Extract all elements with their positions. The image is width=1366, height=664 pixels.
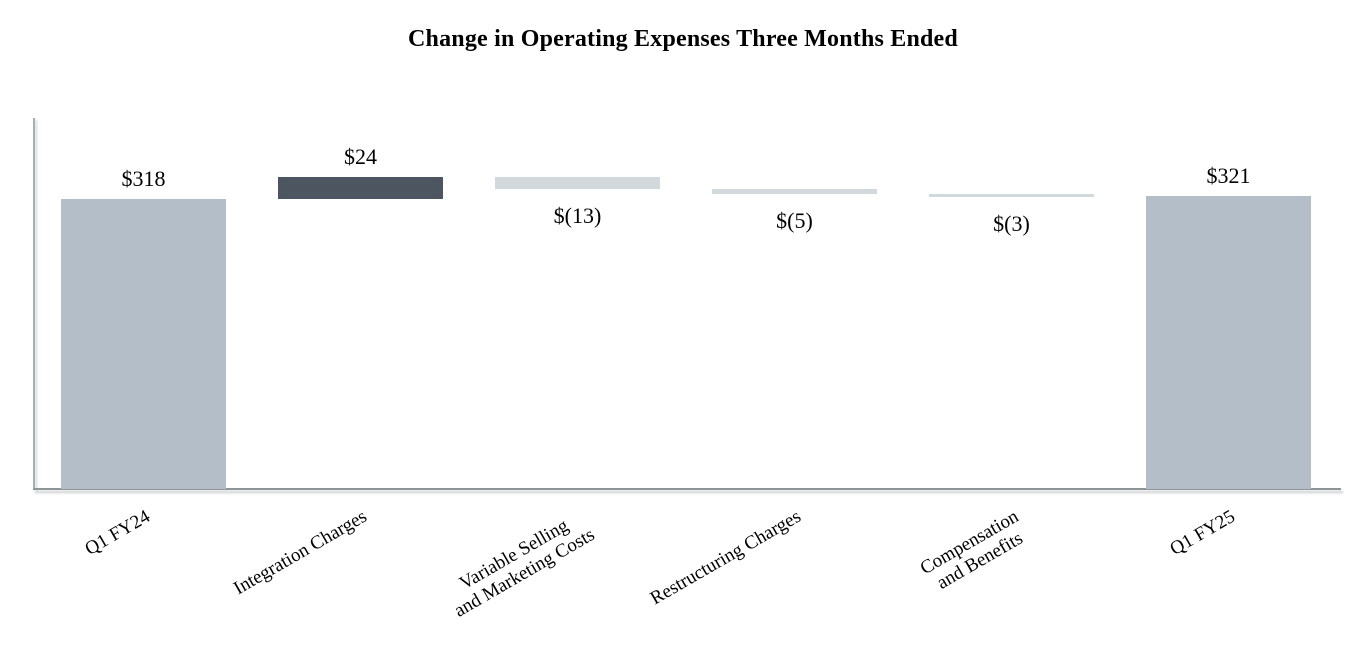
- value-label-variable-selling-and-marketing-costs: $(13): [553, 203, 602, 228]
- value-label-compensation-and-benefits: $(3): [993, 211, 1030, 236]
- bar-compensation-and-benefits: [929, 194, 1094, 197]
- bar-restructuring-charges: [712, 189, 877, 194]
- bar-integration-charges: [278, 177, 443, 199]
- value-label-restructuring-charges: $(5): [776, 208, 813, 233]
- x-axis-line: [33, 488, 1341, 490]
- value-label-q1-fy25: $321: [1206, 163, 1251, 188]
- category-label-restructuring-charges: Restructuring Charges: [647, 506, 805, 610]
- bar-q1-fy25: [1146, 196, 1311, 489]
- category-label-q1-fy25: Q1 FY25: [1166, 506, 1239, 560]
- y-axis-line: [33, 118, 35, 489]
- value-label-integration-charges: $24: [344, 144, 377, 169]
- category-label-compensation-and-benefits: Compensation and Benefits: [916, 506, 1027, 594]
- bar-q1-fy24: [61, 199, 226, 489]
- category-label-variable-selling-and-marketing-costs: Variable Selling and Marketing Costs: [450, 515, 599, 622]
- category-label-integration-charges: Integration Charges: [230, 506, 371, 600]
- bar-variable-selling-and-marketing-costs: [495, 177, 660, 189]
- category-label-q1-fy24: Q1 FY24: [81, 506, 154, 560]
- value-label-q1-fy24: $318: [121, 166, 166, 191]
- chart-title: Change in Operating Expenses Three Month…: [408, 26, 958, 52]
